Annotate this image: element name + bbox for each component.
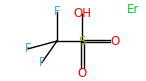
Text: OH: OH bbox=[73, 7, 91, 20]
Text: O: O bbox=[110, 35, 120, 48]
Text: S: S bbox=[78, 35, 86, 48]
Text: F: F bbox=[54, 5, 60, 18]
Text: F: F bbox=[25, 42, 31, 55]
Text: F: F bbox=[39, 56, 45, 69]
Text: Er: Er bbox=[127, 3, 139, 16]
Text: O: O bbox=[77, 67, 87, 80]
